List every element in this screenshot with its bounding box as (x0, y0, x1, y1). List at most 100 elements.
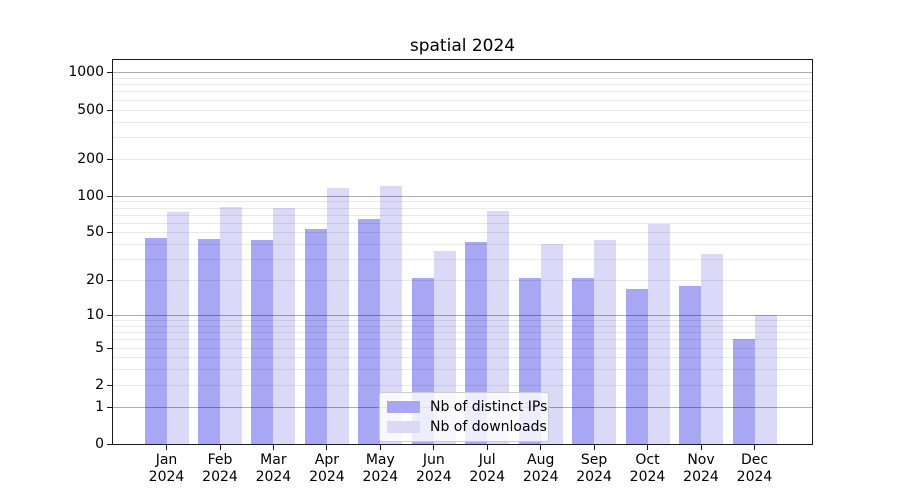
gridline-minor-6 (113, 339, 812, 341)
x-tick-label-jul: Jul 2024 (469, 452, 505, 485)
x-tick-label-apr: Apr 2024 (309, 452, 345, 485)
gridline-minor-20 (113, 280, 812, 282)
bar-nb-of-downloads-jan (166, 212, 189, 444)
chart-title: spatial 2024 (409, 36, 516, 56)
gridline-minor-2 (113, 384, 812, 386)
x-tick-apr (326, 444, 328, 450)
bar-nb-of-distinct-ips-feb (198, 239, 220, 444)
legend-label-distinct-ips: Nb of distinct IPs (430, 399, 548, 415)
gridline-minor-700 (113, 91, 812, 93)
gridline-minor-300 (113, 136, 812, 138)
x-tick-label-dec: Dec 2024 (736, 452, 773, 485)
x-tick-label-nov: Nov 2024 (683, 452, 719, 485)
bar-nb-of-downloads-oct (647, 223, 670, 444)
y-tick-50 (107, 232, 113, 234)
y-tick-label-1000: 1000 (68, 64, 104, 81)
bar-nb-of-downloads-nov (701, 254, 723, 444)
legend: Nb of distinct IPs Nb of downloads (379, 392, 549, 442)
y-tick-label-0: 0 (95, 436, 104, 452)
gridline-minor-30 (113, 259, 812, 261)
y-tick-label-5: 5 (95, 339, 104, 356)
y-tick-20 (107, 280, 113, 282)
plot-area: 0 1 2 5 10 20 50 100 200 500 1000 Jan 2024 Feb 2024 M… (68, 59, 813, 485)
bar-nb-of-downloads-sep (594, 240, 617, 444)
gridline-minor-8 (113, 325, 812, 327)
y-tick-label-100: 100 (77, 187, 104, 204)
y-tick-label-20: 20 (86, 272, 104, 289)
gridline-major-1000 (113, 72, 812, 74)
y-tick-1 (107, 406, 113, 408)
gridline-minor-9 (113, 320, 812, 322)
legend-item-distinct-ips: Nb of distinct IPs (387, 397, 547, 417)
y-tick-500 (107, 109, 113, 111)
bar-nb-of-distinct-ips-nov (679, 285, 701, 444)
gridline-minor-4 (113, 357, 812, 359)
y-tick-label-1: 1 (95, 398, 104, 415)
gridline-major-100 (113, 195, 812, 197)
y-tick-100 (107, 195, 113, 197)
y-tick-label-2: 2 (95, 376, 104, 393)
y-tick-label-500: 500 (77, 101, 104, 118)
legend-swatch-distinct-ips (387, 401, 420, 413)
bar-nb-of-downloads-mar (273, 208, 296, 444)
x-tick-jan (166, 444, 167, 450)
x-tick-jun (433, 444, 435, 450)
x-tick-label-feb: Feb 2024 (202, 452, 238, 485)
gridline-minor-500 (113, 109, 812, 111)
y-tick-label-200: 200 (77, 150, 104, 167)
y-tick-1000 (107, 72, 113, 74)
gridline-minor-70 (113, 214, 812, 216)
x-tick-label-aug: Aug 2024 (522, 452, 559, 485)
bar-nb-of-downloads-dec (754, 315, 777, 444)
x-tick-sep (593, 444, 595, 450)
gridline-minor-900 (113, 77, 812, 79)
gridline-minor-7 (113, 332, 812, 334)
y-tick-label-50: 50 (86, 224, 104, 241)
bar-nb-of-distinct-ips-dec (732, 339, 755, 444)
bar-nb-of-distinct-ips-may (358, 219, 381, 444)
x-tick-feb (219, 444, 221, 450)
x-tick-label-sep: Sep 2024 (576, 452, 612, 485)
y-tick-200 (107, 158, 113, 160)
gridline-minor-600 (113, 99, 812, 101)
bar-nb-of-downloads-may (380, 185, 403, 444)
x-tick-oct (647, 444, 648, 450)
y-tick-10 (107, 315, 113, 316)
x-tick-label-oct: Oct 2024 (629, 452, 666, 485)
x-tick-mar (272, 444, 274, 450)
y-tick-label-10: 10 (86, 307, 104, 323)
legend-label-downloads: Nb of downloads (430, 419, 547, 435)
gridline-minor-800 (113, 84, 812, 86)
bar-nb-of-distinct-ips-oct (625, 288, 648, 444)
gridline-minor-50 (113, 232, 812, 234)
x-tick-may (379, 444, 381, 450)
bar-nb-of-distinct-ips-apr (304, 229, 327, 444)
x-tick-label-jan: Jan 2024 (148, 452, 185, 485)
x-tick-label-may: May 2024 (362, 452, 399, 485)
bar-nb-of-downloads-feb (220, 206, 242, 444)
x-tick-aug (540, 444, 542, 450)
bar-nb-of-distinct-ips-mar (251, 240, 274, 444)
legend-item-downloads: Nb of downloads (387, 417, 547, 437)
x-tick-nov (700, 444, 702, 450)
gridline-minor-200 (113, 158, 812, 160)
y-tick-0 (107, 444, 113, 445)
y-tick-2 (107, 384, 113, 386)
x-tick-dec (754, 444, 755, 450)
y-tick-5 (107, 347, 113, 349)
bar-nb-of-downloads-apr (326, 188, 349, 444)
bar-nb-of-distinct-ips-jan (144, 238, 167, 444)
x-tick-jul (486, 444, 488, 450)
gridline-minor-80 (113, 207, 812, 209)
x-tick-label-jun: Jun 2024 (415, 452, 452, 485)
legend-swatch-downloads (387, 421, 420, 433)
gridline-minor-400 (113, 121, 812, 123)
gridline-minor-90 (113, 201, 812, 203)
gridline-minor-60 (113, 222, 812, 224)
bar-nb-of-downloads-jul (487, 211, 510, 444)
bar-nb-of-distinct-ips-sep (572, 277, 595, 444)
x-tick-label-mar: Mar 2024 (255, 452, 292, 485)
gridline-minor-3 (113, 369, 812, 371)
gridline-major-10 (113, 315, 812, 316)
